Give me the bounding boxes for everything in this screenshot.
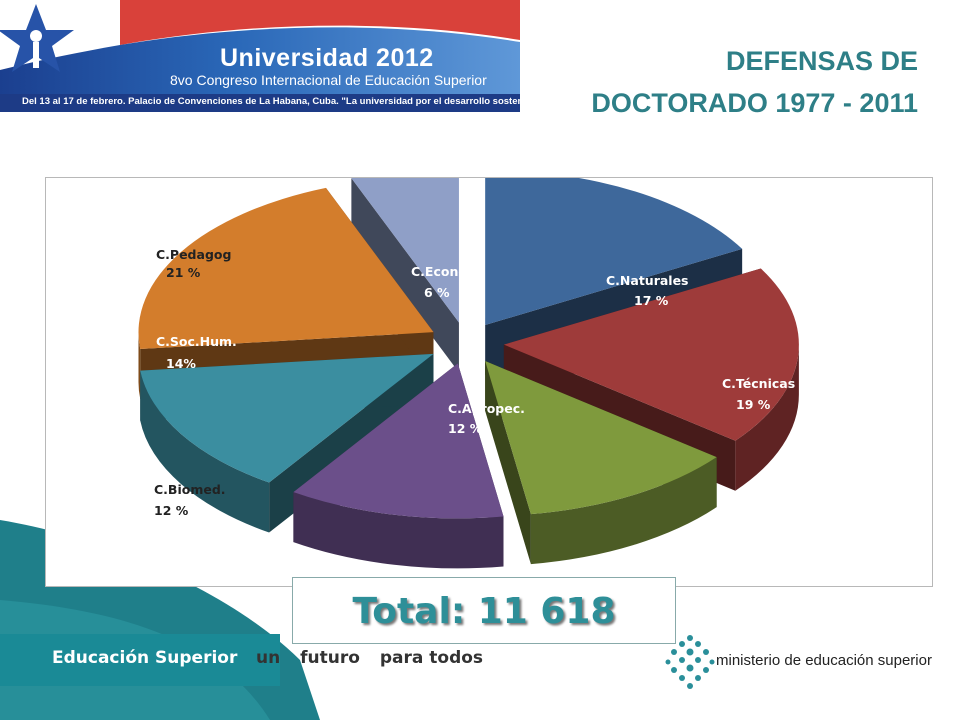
total-box: Total: 11 618 (292, 577, 676, 644)
slogan-word: futuro (300, 648, 360, 668)
ministry-logo: ministerio de educación superior (664, 630, 944, 694)
slice-category-label: C.Soc.Hum. (156, 334, 237, 349)
total-value: Total: 11 618 (352, 591, 616, 632)
slide-title-line1: DEFENSAS DE (725, 46, 918, 76)
slice-value-label: 19 % (736, 397, 771, 412)
banner-title: Universidad 2012 (220, 44, 434, 72)
footer-education: Educación Superior (52, 648, 237, 668)
footer-slogan: un futuro para todos (256, 648, 497, 668)
slice-category-label: C.Agropec. (448, 401, 525, 416)
slice-value-label: 6 % (424, 285, 450, 300)
slice-value-label: 17 % (634, 293, 669, 308)
slice-category-label: C.Económ. (411, 264, 485, 279)
banner-caption: Del 13 al 17 de febrero. Palacio de Conv… (22, 96, 547, 107)
slide-title: DEFENSAS DE DOCTORADO 1977 - 2011 (591, 40, 918, 124)
chart-frame: C.Naturales 17 % C.Técnicas 19 % C.Agropec. 1… (45, 177, 933, 587)
slice-value-label: 12 % (448, 421, 483, 436)
slice-value-label: 14% (166, 356, 196, 371)
footer-education-label: Educación Superior (52, 648, 238, 668)
slice-value-label: 12 % (154, 503, 189, 518)
pie-slice-ceconm (351, 178, 459, 373)
banner-subtitle: 8vo Congreso Internacional de Educación … (170, 72, 487, 88)
slice-category-label: C.Técnicas (722, 376, 795, 391)
ministry-name: ministerio de educación superior (716, 652, 932, 669)
banner-graphic (0, 0, 520, 112)
slice-category-label: C.Pedagog (156, 247, 231, 262)
slice-value-label: 21 % (166, 265, 201, 280)
slide-title-line2: DOCTORADO 1977 - 2011 (591, 88, 918, 118)
slice-category-label: C.Biomed. (154, 482, 226, 497)
pie-slice-cagropec (485, 361, 717, 565)
congress-banner: Universidad 2012 8vo Congreso Internacio… (0, 0, 547, 112)
slogan-word: para todos (379, 648, 484, 668)
pie-slice-cbiomed (293, 363, 504, 569)
slice-category-label: C.Naturales (606, 273, 689, 288)
pie-chart: C.Naturales 17 % C.Técnicas 19 % C.Agropec. 1… (138, 178, 799, 569)
slogan-word: un (256, 648, 281, 668)
dots-logo-icon (665, 635, 715, 689)
